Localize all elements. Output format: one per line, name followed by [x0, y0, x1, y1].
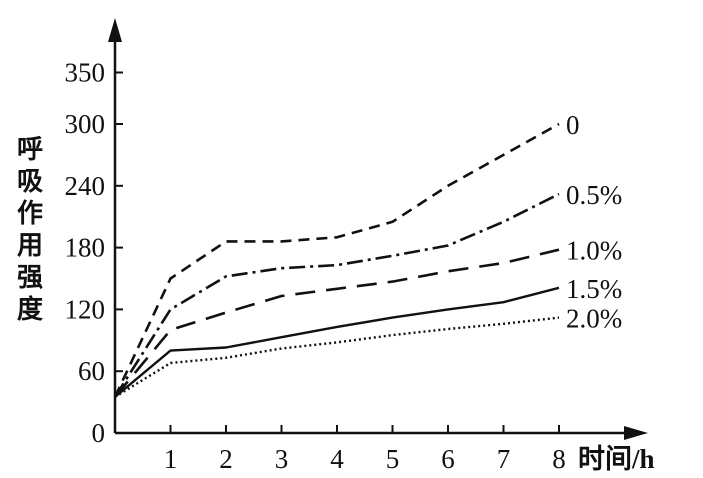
x-tick-label: 1	[164, 444, 178, 474]
series-label: 1.0%	[566, 236, 622, 266]
y-axis-title-char: 呼	[17, 135, 43, 165]
y-axis-title-char: 强	[17, 263, 43, 293]
x-tick-label: 4	[330, 444, 344, 474]
x-tick-label: 7	[497, 444, 511, 474]
axes	[108, 18, 648, 440]
series-line	[113, 192, 560, 398]
series-line	[114, 316, 560, 398]
x-tick-label: 3	[275, 444, 289, 474]
y-tick-label: 0	[92, 418, 106, 448]
ticks: 0 60 120 180 240 300 350 1 2 3 4 5 6 7 8	[65, 58, 566, 475]
series-lines	[113, 122, 560, 398]
x-tick-label: 8	[552, 444, 566, 474]
series-label: 0	[566, 110, 580, 140]
series-labels: 0 0.5% 1.0% 1.5%2.0%	[566, 110, 622, 334]
x-axis-arrow	[624, 426, 648, 440]
y-axis-title-char: 度	[17, 294, 43, 325]
y-axis-title-char: 用	[17, 231, 43, 261]
y-tick-label: 60	[78, 356, 105, 386]
series-label: 0.5%	[566, 180, 622, 210]
y-tick-label: 240	[65, 171, 106, 201]
series-line	[113, 122, 560, 398]
x-tick-label: 6	[441, 444, 455, 474]
y-tick-label: 350	[65, 58, 106, 88]
y-axis-title-char: 吸	[17, 167, 43, 197]
y-axis-title-char: 作	[17, 199, 43, 229]
y-tick-label: 120	[65, 294, 106, 324]
series-label: 2.0%	[566, 304, 622, 334]
series-label: 1.5%	[566, 274, 622, 304]
y-tick-label: 300	[65, 109, 106, 139]
x-tick-label: 5	[386, 444, 400, 474]
series-line	[114, 286, 560, 398]
x-axis-title: 时间/h	[578, 444, 655, 474]
series-line	[113, 248, 560, 398]
y-axis-arrow	[108, 18, 122, 42]
x-tick-label: 2	[219, 444, 233, 474]
y-tick-label: 180	[65, 233, 106, 263]
